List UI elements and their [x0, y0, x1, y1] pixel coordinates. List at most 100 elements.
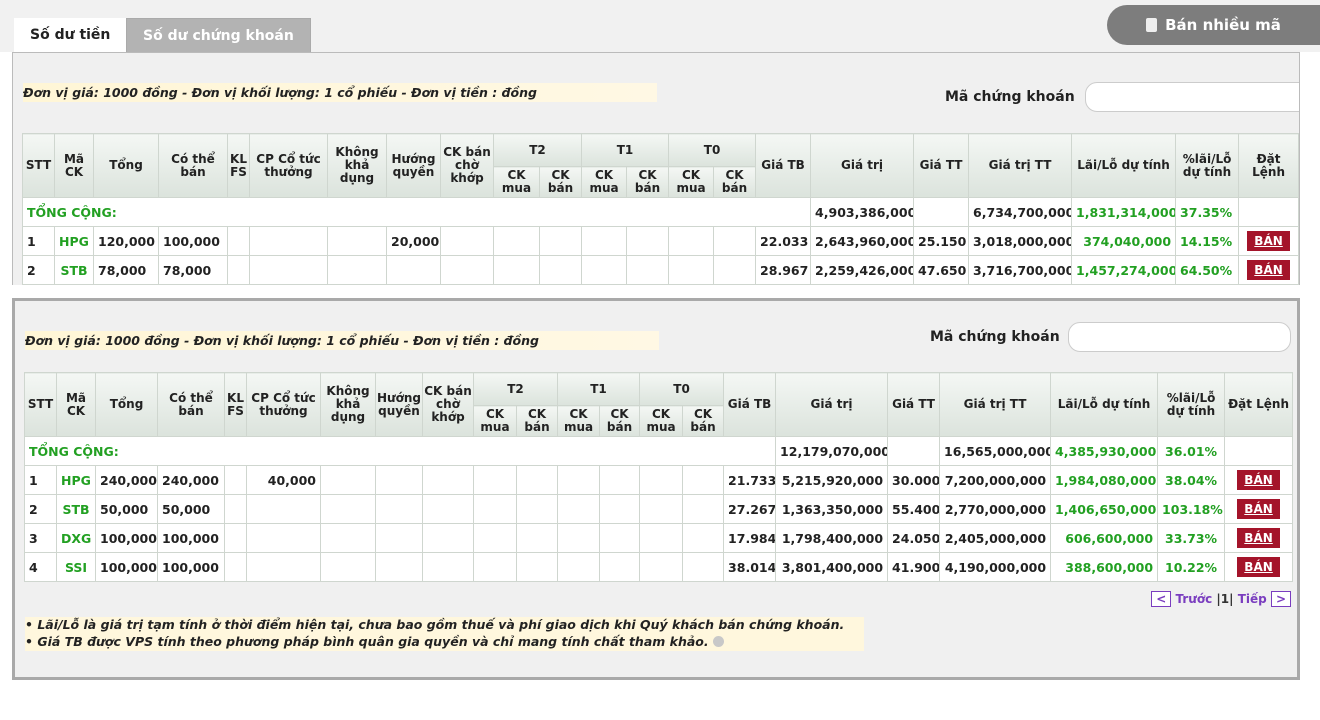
empty-cell	[1238, 197, 1299, 227]
empty-cell	[227, 255, 250, 285]
empty-cell	[493, 255, 540, 285]
total-label: TỔNG CỘNG:	[23, 436, 777, 466]
tab[interactable]: Số dư chứng khoán	[126, 18, 311, 53]
empty-cell	[682, 552, 725, 582]
empty-cell	[581, 255, 628, 285]
stt-cell: 3	[24, 523, 57, 553]
stt-cell: 1	[24, 465, 57, 495]
empty-cell	[375, 465, 423, 495]
header-cell: Giá TB	[755, 133, 812, 198]
header-row: CK mua CK bán CK mua CK bán CK mua CK bán	[25, 405, 1293, 437]
empty-cell	[375, 494, 423, 524]
empty-cell	[375, 523, 423, 553]
action-cell: BÁN	[1224, 465, 1294, 495]
sell-button[interactable]: BÁN	[1247, 260, 1290, 280]
empty-cell	[327, 255, 387, 285]
next-link[interactable]: Tiếp	[1237, 592, 1267, 606]
search-label: Mã chứng khoán	[930, 329, 1060, 345]
empty-cell	[557, 552, 601, 582]
empty-cell	[713, 226, 757, 256]
total-pnl-pct: 36.01%	[1157, 436, 1226, 466]
stt-cell: 1	[22, 226, 55, 256]
avg-price-cell: 22.033	[755, 226, 812, 256]
sell-button[interactable]: BÁN	[1237, 499, 1280, 519]
header-cell: CK mua	[473, 405, 517, 437]
stt-cell: 4	[24, 552, 57, 582]
separator: |	[1216, 592, 1221, 606]
sellable-cell: 100,000	[157, 552, 225, 582]
search-label: Mã chứng khoán	[945, 89, 1075, 105]
empty-cell	[913, 197, 970, 227]
tab[interactable]: Số dư tiền	[14, 18, 127, 52]
header-cell: T1	[557, 372, 641, 406]
sell-button[interactable]: BÁN	[1237, 557, 1280, 577]
prev-link[interactable]: Trước	[1175, 592, 1213, 606]
header-cell: Mã CK	[54, 133, 94, 198]
header-cell: T2	[472, 372, 559, 406]
value-cell: 5,215,920,000	[775, 465, 889, 495]
header-cell: Tổng	[93, 133, 159, 198]
code-cell: STB	[56, 494, 96, 524]
sell-button[interactable]: BÁN	[1237, 470, 1280, 490]
empty-cell	[626, 255, 670, 285]
notes: Lãi/Lỗ là giá trị tạm tính ở thời điểm h…	[25, 617, 865, 651]
note-text: Giá TB được VPS tính theo phương pháp bì…	[37, 634, 709, 649]
info-icon[interactable]	[712, 636, 724, 647]
search-input[interactable]	[1085, 82, 1299, 112]
pagination: < Trước |1| Tiếp >	[1151, 591, 1291, 607]
header-cell: Giá trị TT	[968, 133, 1073, 198]
empty-cell	[887, 436, 941, 466]
prev-icon[interactable]: <	[1151, 591, 1172, 607]
empty-cell	[320, 465, 376, 495]
note-line: Lãi/Lỗ là giá trị tạm tính ở thời điểm h…	[25, 617, 844, 634]
pnl-cell: 606,600,000	[1050, 523, 1159, 553]
empty-cell	[386, 255, 441, 285]
total-cell: 50,000	[95, 494, 158, 524]
empty-cell	[249, 255, 328, 285]
empty-cell	[639, 494, 684, 524]
header-cell: KL FS	[224, 372, 247, 437]
sell-button[interactable]: BÁN	[1237, 528, 1280, 548]
total-row: TỔNG CỘNG: 12,179,070,000 16,565,000,000 4,…	[23, 436, 1294, 466]
market-value-cell: 4,190,000,000	[939, 552, 1052, 582]
empty-cell	[682, 494, 725, 524]
market-price-cell: 41.900	[887, 552, 941, 582]
sell-many-button[interactable]: Bán nhiều mã	[1107, 5, 1320, 45]
empty-cell	[557, 494, 601, 524]
header-cell: CK mua	[493, 166, 540, 198]
next-icon[interactable]: >	[1270, 591, 1291, 607]
empty-cell	[440, 255, 494, 285]
pnl-pct-cell: 10.22%	[1157, 552, 1226, 582]
separator: |	[1229, 592, 1234, 606]
header-cell: Không khả dụng	[327, 133, 387, 198]
empty-cell	[473, 523, 517, 553]
empty-cell	[515, 494, 559, 524]
page-number: 1	[1220, 592, 1230, 606]
holdings-panel: Đơn vị giá: 1000 đồng - Đơn vị khối lượn…	[12, 298, 1300, 680]
header-cell: CK mua	[639, 405, 684, 437]
empty-cell	[320, 494, 376, 524]
stt-cell: 2	[24, 494, 57, 524]
header-row: STT Mã CK Tổng Có thể bán KL FS CP Cổ tức thư…	[22, 133, 1299, 198]
pnl-pct-cell: 64.50%	[1175, 255, 1240, 285]
code-cell: HPG	[56, 465, 96, 495]
header-cell: Giá trị TT	[939, 372, 1052, 437]
empty-cell	[538, 226, 583, 256]
search-input[interactable]	[1068, 322, 1291, 352]
empty-cell	[473, 494, 517, 524]
header-cell: T0	[668, 133, 757, 167]
sell-button[interactable]: BÁN	[1247, 231, 1290, 251]
market-value-cell: 3,018,000,000	[968, 226, 1073, 256]
total-label: TỔNG CỘNG:	[21, 197, 812, 227]
button-label: Bán nhiều mã	[1165, 16, 1281, 34]
empty-cell	[581, 226, 628, 256]
header-cell: Không khả dụng	[320, 372, 376, 437]
value-cell: 1,363,350,000	[775, 494, 889, 524]
header-cell: Có thể bán	[158, 133, 228, 198]
empty-cell	[224, 465, 247, 495]
total-pnl: 1,831,314,000	[1071, 197, 1177, 227]
header-cell: Mã CK	[56, 372, 96, 437]
empty-cell	[246, 523, 321, 553]
avg-price-cell: 38.014	[723, 552, 777, 582]
